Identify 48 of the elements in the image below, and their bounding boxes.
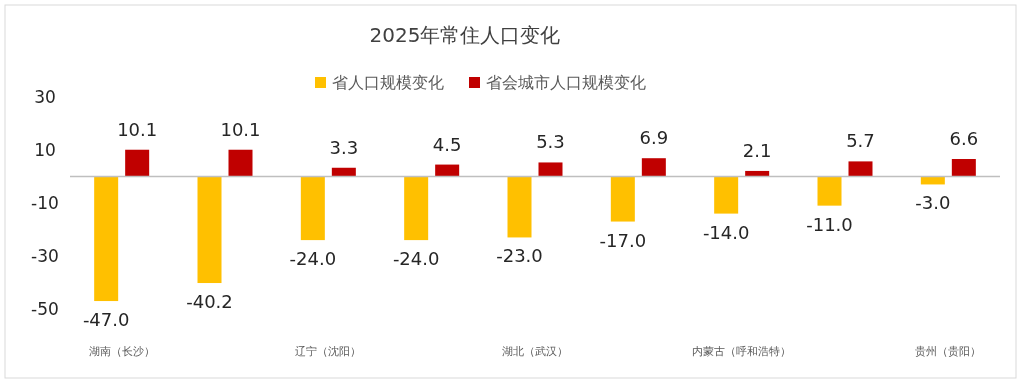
bar bbox=[745, 170, 770, 177]
data-label: 2.1 bbox=[742, 139, 772, 161]
bar bbox=[300, 176, 325, 241]
data-label: -11.0 bbox=[806, 213, 853, 235]
data-label: -17.0 bbox=[599, 229, 647, 251]
data-label: -24.0 bbox=[392, 248, 440, 270]
data-label: 10.1 bbox=[117, 118, 158, 140]
y-tick-label: -50 bbox=[31, 299, 59, 319]
data-label: 5.3 bbox=[536, 131, 565, 153]
y-tick-label: -10 bbox=[31, 193, 59, 213]
bar bbox=[714, 176, 739, 214]
data-label: 4.5 bbox=[432, 133, 462, 155]
data-label: -40.2 bbox=[186, 291, 233, 313]
x-tick-label: 湖北（武汉） bbox=[502, 345, 568, 358]
data-label: -24.0 bbox=[289, 248, 337, 270]
data-label: 6.6 bbox=[949, 128, 979, 150]
bar bbox=[435, 164, 460, 177]
y-tick-label: 30 bbox=[34, 87, 56, 107]
data-label: -47.0 bbox=[82, 309, 130, 331]
bar bbox=[951, 159, 976, 177]
x-tick-label: 湖南（长沙） bbox=[88, 345, 155, 358]
bar bbox=[817, 176, 842, 206]
legend-label: 省会城市人口规模变化 bbox=[486, 73, 646, 92]
data-label: -14.0 bbox=[702, 221, 750, 243]
data-label: 6.9 bbox=[639, 127, 669, 149]
y-tick-label: -30 bbox=[31, 246, 59, 266]
y-tick-label: 10 bbox=[34, 140, 56, 160]
bar bbox=[848, 161, 873, 177]
bar bbox=[331, 167, 356, 177]
data-label: 3.3 bbox=[329, 136, 359, 158]
data-label: -3.0 bbox=[915, 192, 951, 214]
data-label: -23.0 bbox=[496, 245, 543, 267]
bar bbox=[641, 158, 666, 177]
x-tick-label: 贵州（贵阳） bbox=[915, 345, 982, 358]
bar bbox=[94, 176, 119, 302]
bar bbox=[228, 149, 253, 177]
bar bbox=[197, 176, 222, 284]
chart-title: 2025年常住人口变化 bbox=[369, 23, 561, 47]
data-label: 5.7 bbox=[846, 130, 875, 152]
bar bbox=[507, 176, 532, 238]
data-label: 10.1 bbox=[220, 118, 261, 140]
bar bbox=[538, 162, 563, 177]
bar bbox=[125, 149, 150, 177]
bar bbox=[610, 176, 635, 222]
x-tick-label: 内蒙古（呼和浩特） bbox=[692, 345, 792, 358]
bar bbox=[404, 176, 429, 241]
x-tick-label: 辽宁（沈阳） bbox=[295, 345, 362, 358]
legend-label: 省人口规模变化 bbox=[332, 73, 444, 92]
